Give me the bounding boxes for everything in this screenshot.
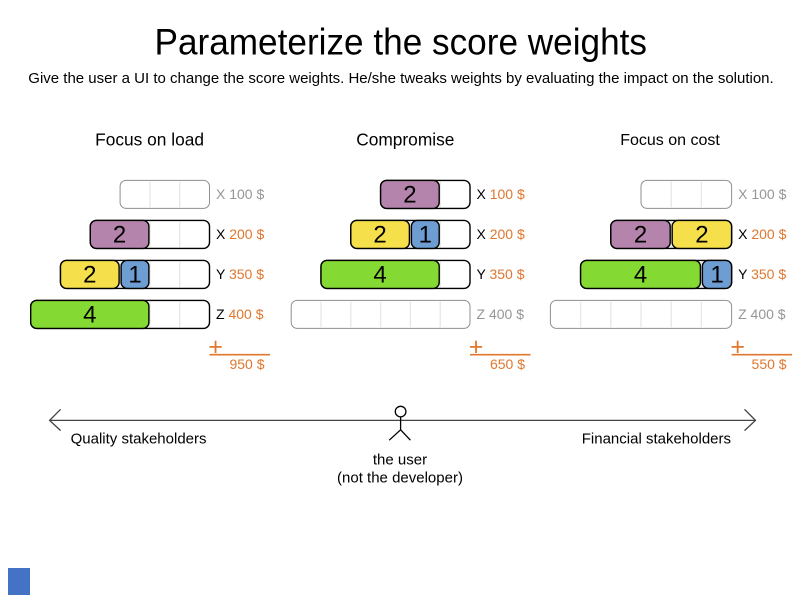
svg-text:2: 2 xyxy=(373,221,386,248)
svg-text:Z 400 $: Z 400 $ xyxy=(738,306,786,322)
svg-text:+: + xyxy=(730,333,745,361)
svg-text:the user: the user xyxy=(373,452,427,469)
svg-text:X 200 $: X 200 $ xyxy=(738,226,786,242)
svg-text:Focus on load: Focus on load xyxy=(95,129,204,149)
svg-text:X 100 $: X 100 $ xyxy=(738,186,786,202)
svg-text:2: 2 xyxy=(113,221,126,248)
svg-text:X 200 $: X 200 $ xyxy=(477,226,525,242)
svg-text:Z 400 $: Z 400 $ xyxy=(216,306,264,322)
svg-text:+: + xyxy=(469,333,484,361)
svg-text:Y 350 $: Y 350 $ xyxy=(216,266,264,282)
svg-text:Financial stakeholders: Financial stakeholders xyxy=(582,430,731,447)
svg-text:1: 1 xyxy=(128,261,141,288)
svg-text:4: 4 xyxy=(373,261,386,288)
svg-text:950 $: 950 $ xyxy=(229,356,264,372)
svg-text:Y 350 $: Y 350 $ xyxy=(477,266,525,282)
svg-text:2: 2 xyxy=(634,221,647,248)
svg-text:4: 4 xyxy=(83,301,96,328)
svg-text:Quality stakeholders: Quality stakeholders xyxy=(71,430,207,447)
svg-text:650 $: 650 $ xyxy=(490,356,525,372)
svg-text:4: 4 xyxy=(634,261,647,288)
svg-text:X 200 $: X 200 $ xyxy=(216,226,264,242)
svg-text:Focus on cost: Focus on cost xyxy=(620,132,720,149)
svg-text:Compromise: Compromise xyxy=(356,130,454,150)
svg-text:Give the user a UI to change t: Give the user a UI to change the score w… xyxy=(28,70,773,87)
svg-text:2: 2 xyxy=(403,181,416,208)
svg-text:X 100 $: X 100 $ xyxy=(477,186,525,202)
svg-text:2: 2 xyxy=(695,221,708,248)
svg-text:(not the developer): (not the developer) xyxy=(337,469,463,486)
svg-text:1: 1 xyxy=(710,261,723,288)
svg-text:550 $: 550 $ xyxy=(752,356,787,372)
svg-text:+: + xyxy=(208,333,223,361)
svg-text:1: 1 xyxy=(419,221,432,248)
svg-text:2: 2 xyxy=(83,261,96,288)
svg-text:X 100 $: X 100 $ xyxy=(216,186,264,202)
svg-text:Y 350 $: Y 350 $ xyxy=(738,266,786,282)
svg-text:Z 400 $: Z 400 $ xyxy=(477,306,525,322)
svg-text:Parameterize the score weights: Parameterize the score weights xyxy=(155,21,648,63)
